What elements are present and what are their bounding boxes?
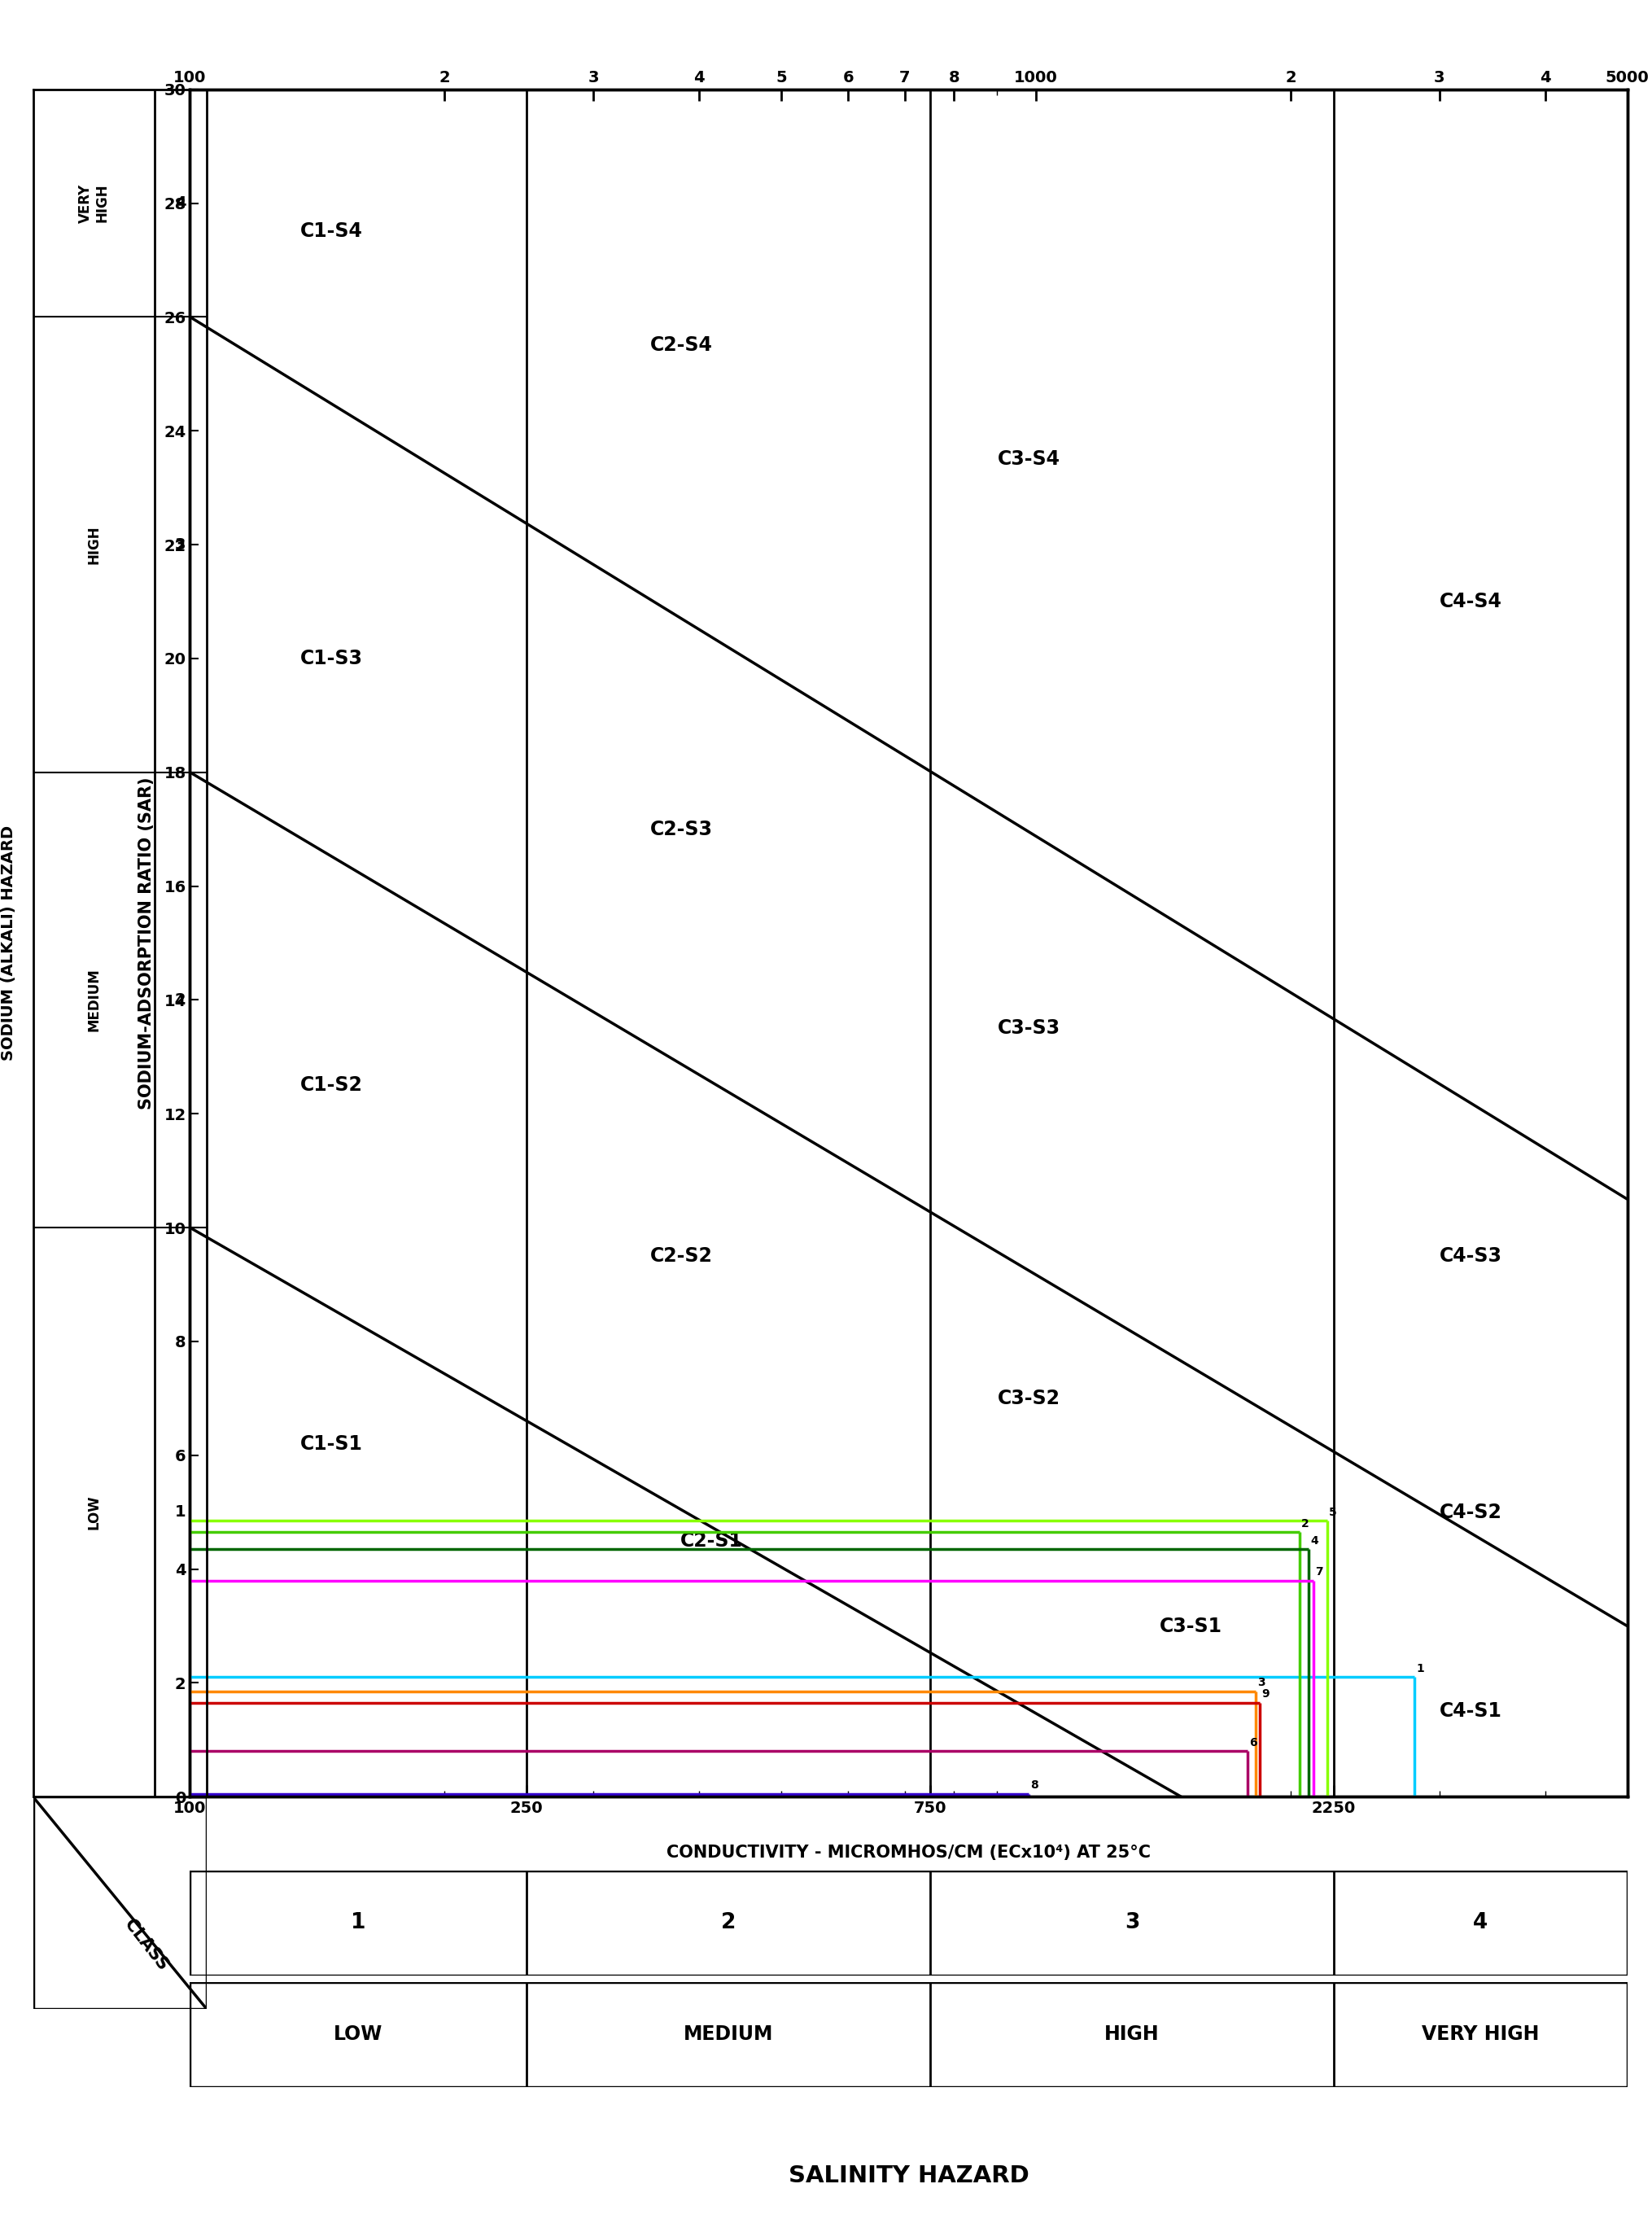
- Text: 4: 4: [1310, 1536, 1318, 1547]
- Text: C3-S1: C3-S1: [1160, 1616, 1222, 1636]
- Text: C2-S4: C2-S4: [651, 335, 712, 355]
- Text: C4-S2: C4-S2: [1439, 1502, 1502, 1522]
- Text: 1: 1: [1416, 1663, 1424, 1674]
- Text: 2: 2: [720, 1913, 735, 1933]
- Text: C4-S3: C4-S3: [1439, 1245, 1502, 1266]
- Text: LOW: LOW: [86, 1495, 101, 1529]
- Text: 2: 2: [1302, 1518, 1310, 1529]
- Text: 4: 4: [175, 196, 187, 210]
- Text: HIGH: HIGH: [1105, 2024, 1160, 2045]
- Text: C4-S1: C4-S1: [1439, 1701, 1502, 1721]
- Text: MEDIUM: MEDIUM: [684, 2024, 773, 2045]
- Text: SALINITY HAZARD: SALINITY HAZARD: [788, 2165, 1029, 2187]
- Text: 4: 4: [1474, 1913, 1488, 1933]
- Text: VERY
HIGH: VERY HIGH: [78, 183, 109, 223]
- Text: C1-S1: C1-S1: [301, 1435, 363, 1453]
- Text: 3: 3: [1257, 1676, 1265, 1690]
- Text: 9: 9: [1262, 1690, 1270, 1701]
- Y-axis label: SODIUM-ADSORPTION RATIO (SAR): SODIUM-ADSORPTION RATIO (SAR): [139, 777, 155, 1109]
- Text: 1: 1: [350, 1913, 365, 1933]
- Text: 3: 3: [1125, 1913, 1140, 1933]
- Text: LOW: LOW: [334, 2024, 383, 2045]
- Text: 6: 6: [1249, 1736, 1257, 1748]
- Text: 3: 3: [175, 538, 187, 551]
- Text: HIGH: HIGH: [86, 525, 101, 565]
- Text: CONDUCTIVITY - MICROMHOS/CM (ECx10⁴) AT 25°C: CONDUCTIVITY - MICROMHOS/CM (ECx10⁴) AT …: [666, 1844, 1151, 1861]
- Text: C4-S4: C4-S4: [1439, 591, 1502, 612]
- Text: 2: 2: [175, 993, 187, 1007]
- Text: 8: 8: [1031, 1779, 1037, 1790]
- Text: 1: 1: [175, 1504, 187, 1520]
- Text: C2-S3: C2-S3: [651, 819, 714, 839]
- Text: C2-S2: C2-S2: [651, 1245, 712, 1266]
- Text: C1-S3: C1-S3: [301, 650, 363, 667]
- Text: C3-S3: C3-S3: [998, 1018, 1061, 1038]
- Text: C3-S4: C3-S4: [998, 449, 1061, 469]
- Text: SODIUM (ALKALI) HAZARD: SODIUM (ALKALI) HAZARD: [0, 826, 17, 1060]
- Text: C3-S2: C3-S2: [998, 1388, 1061, 1408]
- Text: 7: 7: [1315, 1567, 1323, 1578]
- Text: 5: 5: [1330, 1507, 1336, 1518]
- Text: C1-S4: C1-S4: [301, 221, 363, 241]
- Text: VERY HIGH: VERY HIGH: [1422, 2024, 1540, 2045]
- Text: C2-S1: C2-S1: [681, 1531, 743, 1551]
- Text: MEDIUM: MEDIUM: [86, 969, 101, 1031]
- Text: C1-S2: C1-S2: [301, 1076, 363, 1096]
- Text: CLASS: CLASS: [121, 1917, 170, 1973]
